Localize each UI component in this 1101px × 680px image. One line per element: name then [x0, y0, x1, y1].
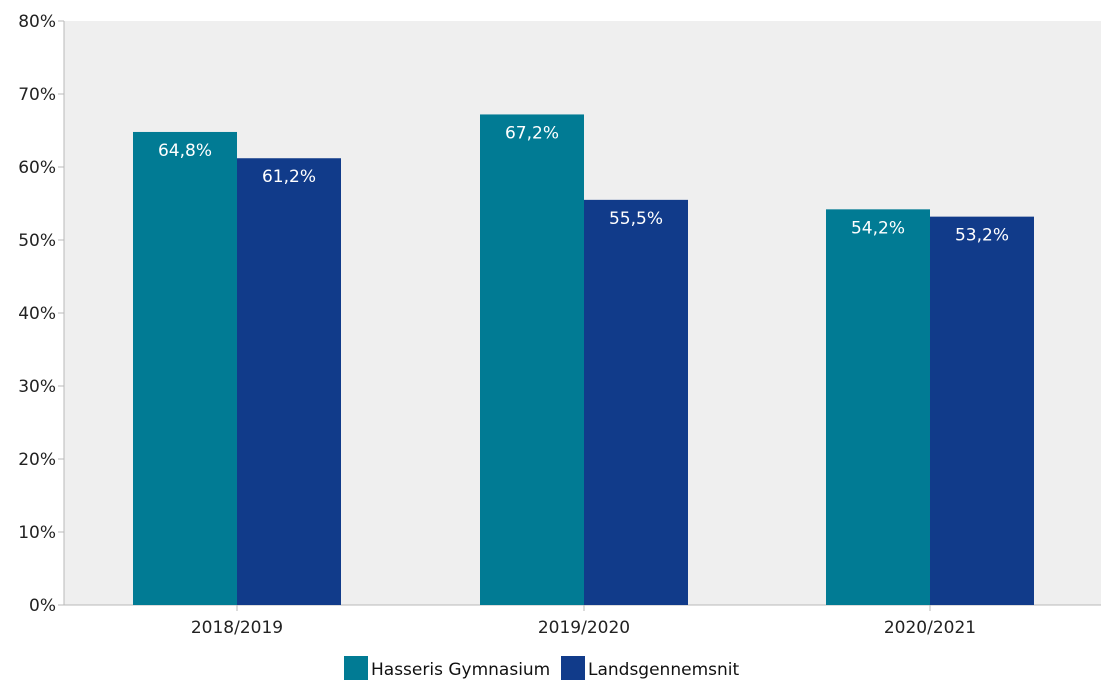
legend-swatch: [344, 656, 368, 680]
legend: Hasseris Gymnasium Landsgennemsnit: [344, 656, 739, 680]
y-tick-label: 70%: [18, 85, 56, 105]
bar: [133, 131, 237, 605]
bar-value-label: 67,2%: [505, 123, 559, 143]
bar-value-label: 55,5%: [609, 209, 663, 229]
bar: [826, 209, 930, 605]
x-category-label: 2019/2020: [538, 618, 630, 638]
legend-label: Landsgennemsnit: [588, 660, 739, 680]
bar-value-label: 61,2%: [262, 167, 316, 187]
x-category-label: 2020/2021: [884, 618, 976, 638]
legend-swatch: [561, 656, 585, 680]
bars: [133, 114, 1034, 606]
bar: [584, 199, 688, 605]
y-tick-label: 20%: [18, 450, 56, 470]
bar-value-label: 53,2%: [955, 226, 1009, 246]
y-tick-label: 10%: [18, 523, 56, 543]
data-labels: 64,8% 61,2% 67,2% 55,5% 54,2% 53,2%: [158, 123, 1009, 245]
bar-value-label: 64,8%: [158, 141, 212, 161]
y-tick-label: 60%: [18, 158, 56, 178]
bar: [237, 158, 341, 606]
x-category-label: 2018/2019: [191, 618, 283, 638]
legend-label: Hasseris Gymnasium: [371, 660, 550, 680]
y-tick-label: 30%: [18, 377, 56, 397]
bar: [930, 216, 1034, 605]
y-tick-label: 40%: [18, 304, 56, 324]
y-tick-label: 80%: [18, 12, 56, 32]
y-tick-label: 0%: [29, 596, 56, 616]
bar: [480, 114, 584, 605]
y-tick-label: 50%: [18, 231, 56, 251]
bar-value-label: 54,2%: [851, 218, 905, 238]
